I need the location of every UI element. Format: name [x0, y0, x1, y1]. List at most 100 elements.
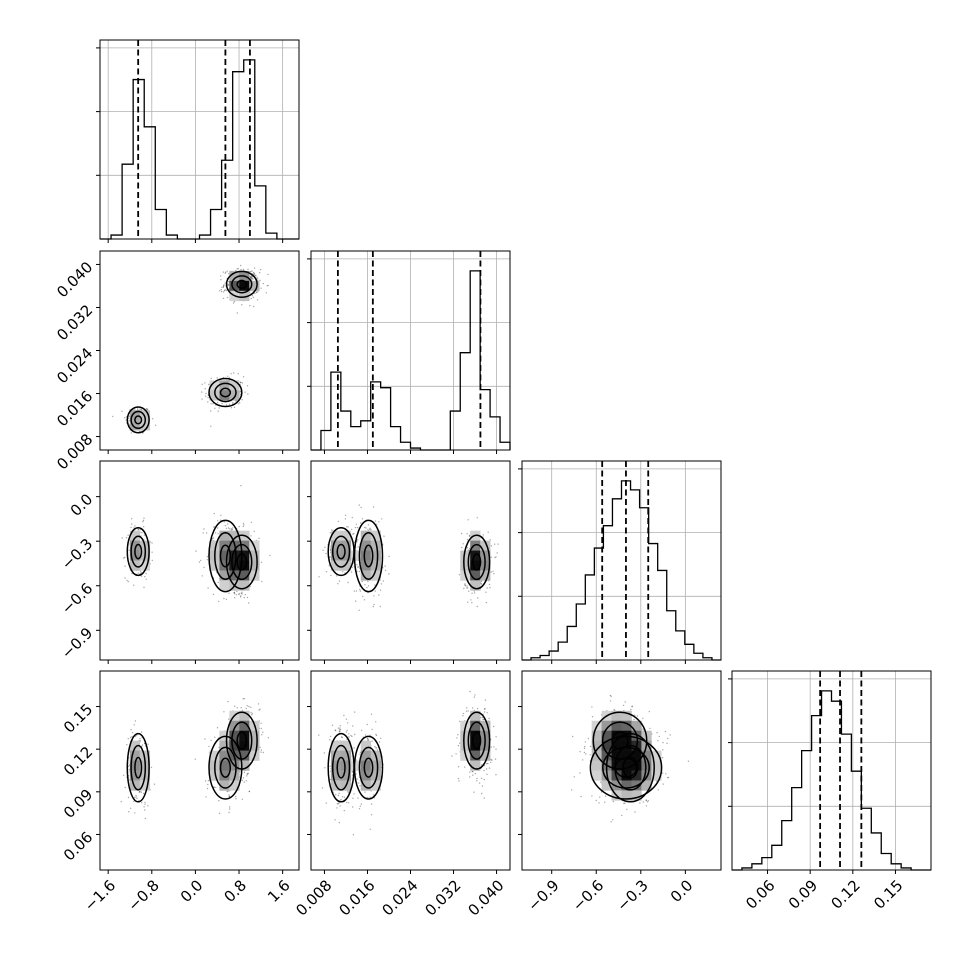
contour-line — [472, 553, 482, 571]
histogram-step — [732, 690, 931, 871]
sample-point — [235, 795, 237, 798]
sample-point — [232, 527, 234, 529]
sample-point — [591, 716, 594, 718]
sample-point — [334, 729, 336, 731]
sample-point — [131, 732, 134, 734]
sample-point — [134, 720, 137, 722]
sample-point — [621, 814, 623, 817]
sample-point — [228, 794, 230, 796]
sample-point — [216, 401, 219, 404]
sample-point — [572, 735, 574, 738]
x-tick-label: 0.15 — [870, 876, 906, 912]
sample-point — [124, 556, 126, 559]
sample-point — [217, 533, 219, 535]
sample-point — [251, 295, 254, 297]
sample-point — [626, 808, 628, 810]
sample-point — [239, 596, 242, 598]
sample-point — [252, 296, 255, 299]
sample-point — [236, 312, 238, 314]
sample-point — [256, 291, 258, 294]
sample-point — [492, 570, 494, 573]
sample-point — [335, 793, 337, 796]
sample-point — [461, 532, 463, 535]
sample-point — [323, 752, 325, 754]
density-cell — [470, 550, 481, 561]
sample-point — [131, 523, 133, 525]
density-cell — [651, 760, 662, 771]
sample-point — [480, 581, 482, 583]
sample-point — [257, 703, 260, 705]
sample-point — [486, 587, 488, 589]
sample-point — [136, 734, 138, 736]
sample-point — [631, 706, 633, 708]
sample-point — [154, 424, 157, 426]
y-tick-label: 0.09 — [60, 785, 96, 821]
contour-line — [130, 410, 147, 430]
density-cell — [621, 750, 632, 761]
sample-point — [388, 573, 390, 575]
sample-point — [331, 529, 333, 531]
sample-point — [481, 792, 483, 795]
density-cell — [480, 750, 491, 761]
sample-point — [329, 739, 331, 741]
sample-point — [369, 528, 371, 530]
sample-point — [356, 778, 358, 780]
sample-point — [240, 381, 242, 384]
sample-point — [595, 799, 597, 802]
x-tick-label: 0.0 — [667, 876, 697, 906]
sample-point — [658, 735, 660, 738]
sample-point — [339, 730, 341, 733]
sample-point — [357, 539, 359, 541]
density-cell — [601, 730, 612, 741]
sample-point — [373, 603, 375, 606]
sample-point — [457, 745, 460, 747]
sample-point — [471, 592, 473, 594]
scatter-panel — [96, 670, 300, 874]
contour-line — [605, 732, 655, 803]
density-cell — [219, 580, 230, 591]
contour-line — [467, 721, 486, 760]
sample-point — [252, 271, 255, 274]
sample-point — [624, 701, 626, 703]
sample-point — [490, 761, 492, 764]
sample-point — [495, 774, 497, 776]
sample-point — [493, 573, 495, 575]
density-cell — [129, 530, 141, 541]
sample-point — [259, 746, 261, 748]
sample-point — [127, 738, 129, 740]
sample-point — [669, 734, 671, 736]
sample-point — [359, 588, 361, 591]
sample-point — [133, 527, 135, 529]
density-cell — [229, 720, 240, 731]
y-tick-label: −0.6 — [58, 579, 96, 617]
sample-point — [139, 737, 141, 740]
sample-point — [250, 277, 252, 280]
sample-point — [483, 778, 485, 781]
sample-point — [126, 579, 128, 582]
sample-point — [457, 766, 460, 768]
sample-point — [210, 377, 212, 380]
sample-point — [486, 762, 488, 765]
sample-point — [657, 789, 659, 791]
density-cell — [611, 760, 622, 771]
sample-point — [367, 524, 370, 526]
sample-point — [212, 537, 215, 539]
sample-point — [226, 296, 229, 299]
sample-point — [366, 586, 368, 589]
sample-point — [210, 403, 212, 405]
sample-point — [641, 728, 643, 730]
sample-point — [624, 802, 626, 804]
sample-point — [243, 524, 245, 526]
sample-point — [251, 270, 253, 272]
sample-point — [609, 700, 612, 702]
sample-point — [599, 796, 601, 798]
density-cell — [330, 560, 342, 571]
sample-point — [665, 773, 667, 775]
density-cell — [209, 380, 220, 391]
sample-point — [336, 803, 339, 805]
sample-point — [221, 286, 223, 288]
sample-point — [337, 520, 339, 523]
sample-point — [358, 782, 360, 784]
density-cell — [229, 550, 240, 561]
sample-point — [230, 529, 233, 531]
